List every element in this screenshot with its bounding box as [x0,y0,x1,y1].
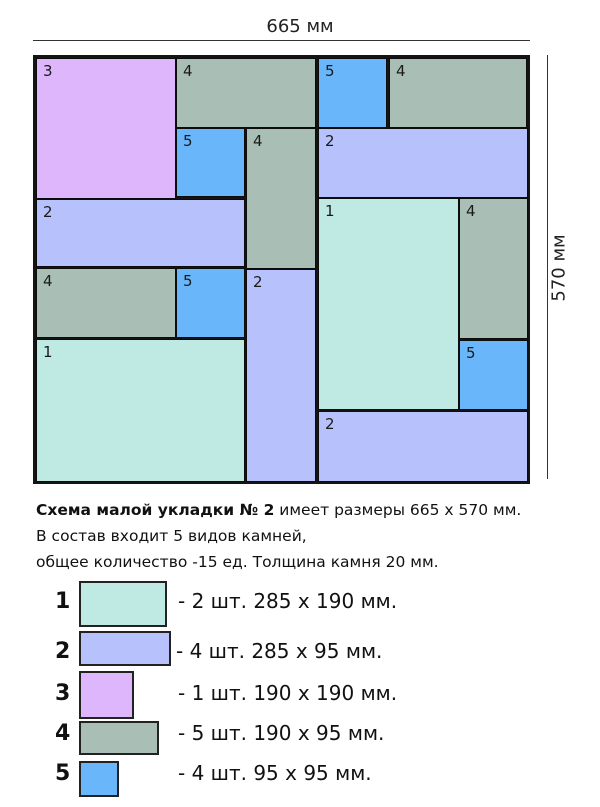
stone: 5 [176,268,245,338]
stone-number: 5 [466,344,476,362]
stone-number: 1 [43,343,53,361]
legend-text: - 4 шт. 285 х 95 мм. [176,639,383,663]
stone-number: 1 [325,202,335,220]
legend-swatch [79,671,134,719]
legend-item-4: 4 - 5 шт. 190 х 95 мм. [0,721,600,763]
legend-item-3: 3 - 1 шт. 190 х 190 мм. [0,671,600,719]
stone: 4 [459,198,528,339]
stone-number: 2 [325,415,335,433]
height-dimension-line [547,55,548,479]
stone: 2 [36,199,245,267]
stone: 5 [459,340,528,410]
legend-number: 5 [55,761,71,786]
legend-number: 3 [55,681,71,706]
stone: 4 [36,268,176,338]
stone-number: 4 [43,272,53,290]
scheme-title: Схема малой укладки № 2 [36,501,275,519]
legend-swatch [79,631,171,666]
description-line-2: В состав входит 5 видов камней, [36,527,307,545]
legend-item-5: 5 - 4 шт. 95 х 95 мм. [0,761,600,803]
laying-scheme: 3 4 5 4 5 4 2 2 1 4 4 5 2 1 5 2 [33,55,530,484]
stone: 4 [389,58,527,128]
stone-number: 4 [396,62,406,80]
stone: 5 [318,58,387,128]
stone: 4 [246,128,316,269]
stone: 2 [318,411,528,482]
legend-text: - 4 шт. 95 х 95 мм. [178,761,372,785]
stone-number: 3 [43,62,53,80]
legend-item-2: 2 - 4 шт. 285 х 95 мм. [0,631,600,673]
legend-text: - 5 шт. 190 х 95 мм. [178,721,385,745]
stone-number: 2 [325,132,335,150]
legend-swatch [79,721,159,755]
legend-swatch [79,581,167,627]
stone: 3 [36,58,176,199]
stone: 1 [36,339,245,482]
stone-number: 4 [253,132,263,150]
legend-number: 2 [55,639,71,664]
description: Схема малой укладки № 2 имеет размеры 66… [36,497,596,575]
legend-item-1: 1 - 2 шт. 285 х 190 мм. [0,581,600,627]
description-line-1: Схема малой укладки № 2 имеет размеры 66… [36,497,596,523]
width-dimension-line [33,40,530,41]
stone: 2 [246,269,316,482]
stone-number: 4 [466,202,476,220]
legend-number: 4 [55,721,71,746]
stone: 4 [176,58,316,128]
legend-text: - 1 шт. 190 х 190 мм. [178,681,398,705]
legend-number: 1 [55,589,71,614]
stone: 5 [176,128,245,197]
width-dimension-label: 665 мм [266,16,334,37]
legend-text: - 2 шт. 285 х 190 мм. [178,589,398,613]
stone: 1 [318,198,459,410]
stone: 2 [318,128,528,198]
stone-number: 2 [253,273,263,291]
scheme-size-text: имеет размеры 665 х 570 мм. [274,501,522,519]
height-dimension-label: 570 мм [548,234,570,302]
stone-number: 2 [43,203,53,221]
stone-number: 4 [183,62,193,80]
stone-number: 5 [325,62,335,80]
stone-number: 5 [183,272,193,290]
legend-swatch [79,761,119,797]
description-line-3: общее количество -15 ед. Толщина камня 2… [36,553,439,571]
stone-number: 5 [183,132,193,150]
